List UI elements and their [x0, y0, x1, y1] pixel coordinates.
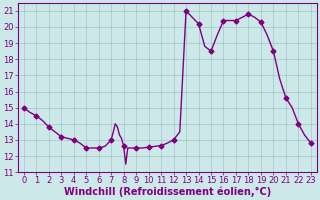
- X-axis label: Windchill (Refroidissement éolien,°C): Windchill (Refroidissement éolien,°C): [64, 187, 271, 197]
